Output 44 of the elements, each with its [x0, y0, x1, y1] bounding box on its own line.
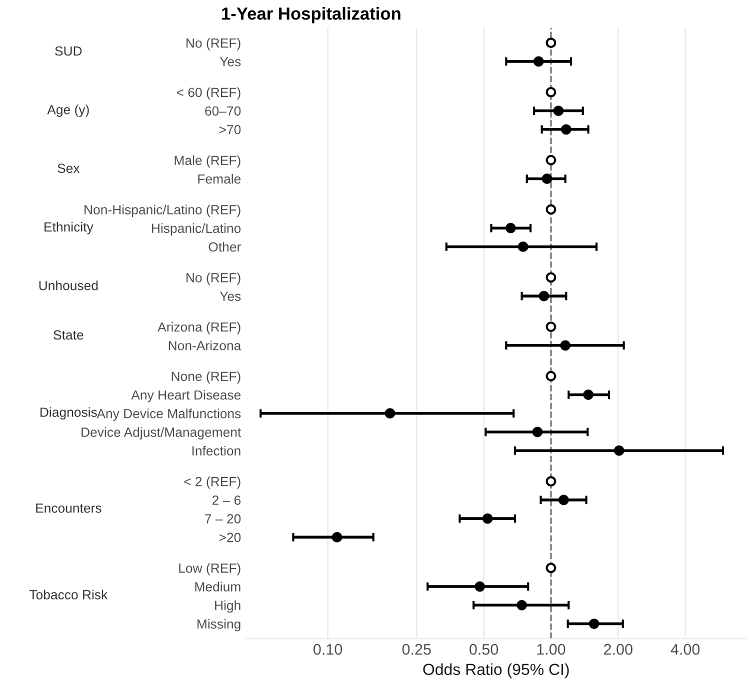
y-tick-label: Infection	[192, 446, 240, 456]
text: Encounters	[36, 504, 102, 513]
y-tick-label: Other	[208, 242, 241, 252]
y-tick-label: >20	[219, 532, 241, 542]
text: Age (y)	[47, 104, 89, 117]
x-tick-label: 0.25	[402, 644, 431, 655]
x-tick-label: 4.00	[670, 644, 700, 655]
chart-title: 1-Year Hospitalization	[222, 7, 400, 24]
text: SUD	[55, 46, 82, 56]
x-tick-label: 0.50	[470, 644, 498, 655]
y-tick-label: Any Device Malfunctions	[96, 408, 241, 421]
text: Tobacco Risk	[29, 590, 108, 600]
y-tick-label: Yes	[220, 292, 241, 301]
y-tick-label: Hispanic/Latino	[152, 223, 241, 236]
y-tick-label: No (REF)	[186, 38, 240, 50]
y-tick-label: < 2 (REF)	[184, 476, 240, 489]
y-tick-label: Medium	[195, 582, 240, 592]
x-tick-label: 2.00	[604, 644, 632, 655]
y-tick-label: Low (REF)	[179, 563, 240, 576]
text: Diagnosis	[40, 407, 97, 420]
y-tick-label: Female	[198, 174, 241, 184]
y-tick-label: Arizona (REF)	[158, 322, 240, 334]
y-tick-label: None (REF)	[172, 371, 240, 384]
y-tick-label: Non-Arizona	[168, 340, 242, 350]
y-tick-label: < 60 (REF)	[176, 87, 240, 100]
x-axis-title: Odds Ratio (95% CI)	[423, 663, 569, 678]
y-tick-label: High	[215, 600, 240, 613]
text: Ethnicity	[44, 222, 94, 234]
x-tick-label: 1.00	[537, 644, 566, 655]
y-tick-label: No (REF)	[186, 272, 240, 285]
text: Unhoused	[39, 280, 98, 290]
y-tick-label: Non-Hispanic/Latino (REF)	[84, 204, 240, 217]
y-tick-label: Yes	[220, 57, 241, 66]
y-tick-label: Male (REF)	[174, 155, 240, 168]
y-tick-label: Missing	[198, 618, 240, 632]
text: Sex	[58, 164, 80, 173]
y-tick-label: 2 – 6	[212, 496, 241, 505]
y-tick-label: >70	[219, 124, 241, 134]
text: State	[54, 330, 84, 340]
y-tick-label: Any Heart Disease	[131, 390, 241, 402]
y-tick-label: Device Adjust/Management	[82, 427, 242, 440]
y-tick-label: 60–70	[205, 106, 241, 116]
y-tick-label: 7 – 20	[205, 514, 241, 524]
x-tick-label: 0.10	[314, 644, 342, 655]
